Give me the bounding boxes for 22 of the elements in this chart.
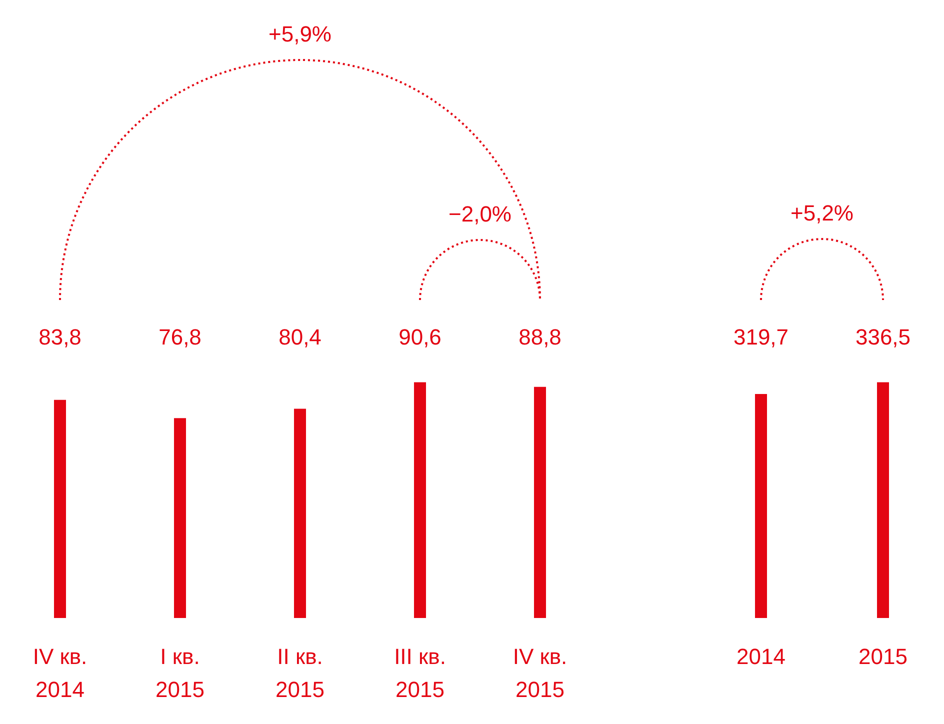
bar xyxy=(174,418,186,618)
data-label: 88,8 xyxy=(518,324,562,350)
text: −2,0% xyxy=(448,202,512,226)
x-tick-label: IV кв. 2014 xyxy=(32,644,88,702)
text: +5,9% xyxy=(268,22,332,46)
text: +5,2% xyxy=(790,200,854,226)
bar xyxy=(54,400,66,618)
x-tick-label: II кв. 2015 xyxy=(276,644,324,702)
data-label: 83,8 xyxy=(38,324,82,350)
x-tick-label: I кв. 2015 xyxy=(156,644,204,702)
data-label: 90,6 xyxy=(398,324,442,350)
data-label: 76,8 xyxy=(158,324,202,350)
data-label: 80,4 xyxy=(278,324,322,350)
x-tick-label: 2014 xyxy=(736,644,786,669)
bar xyxy=(534,386,546,618)
bar xyxy=(414,382,426,618)
x-tick-label: IV кв. 2015 xyxy=(512,644,568,702)
data-label: 319,7 xyxy=(733,324,789,350)
bar xyxy=(294,408,306,618)
data-label: 336,5 xyxy=(855,324,911,350)
x-tick-label: III кв. 2015 xyxy=(394,644,446,702)
x-tick-label: 2015 xyxy=(858,644,908,669)
